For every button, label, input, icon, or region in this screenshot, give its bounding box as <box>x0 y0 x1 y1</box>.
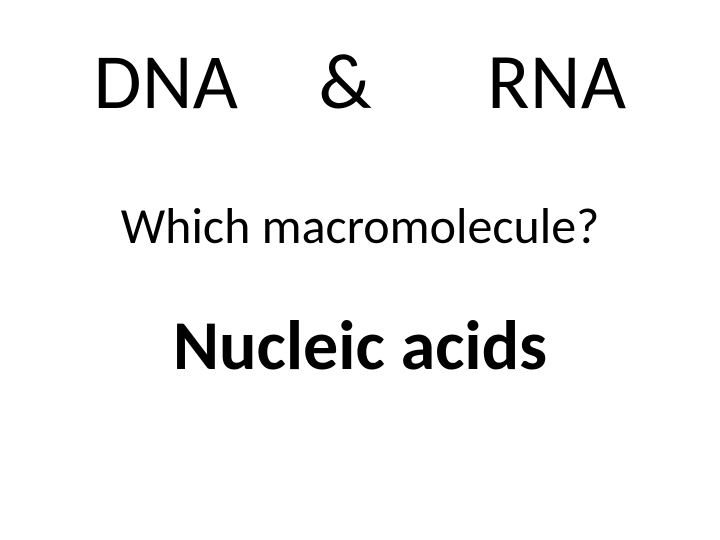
title-right: RNA <box>487 34 626 129</box>
title-ampersand: & <box>318 34 372 129</box>
title-row: DNA & RNA <box>0 34 720 129</box>
title-left: DNA <box>93 34 238 129</box>
subtitle-question: Which macromolecule? <box>0 196 720 257</box>
slide: DNA & RNA Which macromolecule? Nucleic a… <box>0 0 720 540</box>
answer-text: Nucleic acids <box>0 302 720 388</box>
